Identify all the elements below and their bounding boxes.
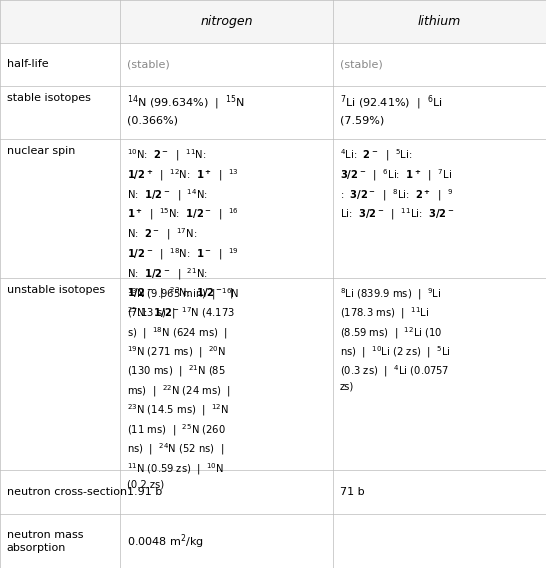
Text: (stable): (stable) [340,59,382,69]
Text: unstable isotopes: unstable isotopes [7,285,105,295]
Bar [333,139,546,278]
Text: nitrogen: nitrogen [200,15,253,28]
Bar [0,0,120,43]
Bar [333,515,546,568]
Text: $^{4}$Li:  $\mathbf{2^-}$  |  $^{5}$Li:
$\mathbf{3/2^-}$  |  $^{6}$Li:  $\mathbf: $^{4}$Li: $\mathbf{2^-}$ | $^{5}$Li: $\m… [340,147,454,222]
Text: neutron mass
absorption: neutron mass absorption [7,529,83,553]
Text: stable isotopes: stable isotopes [7,93,91,103]
Bar [120,0,333,43]
Bar [333,43,546,86]
Bar [0,139,120,278]
Text: (stable): (stable) [127,59,169,69]
Bar [120,470,333,515]
Text: 1.91 b: 1.91 b [127,487,162,498]
Text: lithium: lithium [418,15,461,28]
Bar [120,86,333,139]
Text: 0.0048 m$^2$/kg: 0.0048 m$^2$/kg [127,532,204,550]
Bar [0,43,120,86]
Bar [333,86,546,139]
Bar [333,278,546,470]
Bar [120,43,333,86]
Bar [0,470,120,515]
Bar [120,278,333,470]
Bar [333,0,546,43]
Text: half-life: half-life [7,59,48,69]
Text: $^{7}$Li (92.41%)  |  $^{6}$Li
(7.59%): $^{7}$Li (92.41%) | $^{6}$Li (7.59%) [340,94,442,126]
Bar [120,515,333,568]
Bar [333,470,546,515]
Text: 71 b: 71 b [340,487,364,498]
Text: neutron cross-section: neutron cross-section [7,487,127,498]
Bar [120,139,333,278]
Text: $^{10}$N:  $\mathbf{2^-}$  |  $^{11}$N:
$\mathbf{1/2^+}$  |  $^{12}$N:  $\mathbf: $^{10}$N: $\mathbf{2^-}$ | $^{11}$N: $\m… [127,147,239,320]
Text: $^{14}$N (99.634%)  |  $^{15}$N
(0.366%): $^{14}$N (99.634%) | $^{15}$N (0.366%) [127,94,245,126]
Text: nuclear spin: nuclear spin [7,146,75,156]
Text: $^{8}$Li (839.9 ms)  |  $^{9}$Li
(178.3 ms)  |  $^{11}$Li
(8.59 ms)  |  $^{12}$L: $^{8}$Li (839.9 ms) | $^{9}$Li (178.3 ms… [340,286,450,392]
Text: $^{13}$N (9.965 min)  |  $^{16}$N
(7.13 s)  |  $^{17}$N (4.173
s)  |  $^{18}$N (: $^{13}$N (9.965 min) | $^{16}$N (7.13 s)… [127,286,239,489]
Bar [0,278,120,470]
Bar [0,515,120,568]
Bar [0,86,120,139]
